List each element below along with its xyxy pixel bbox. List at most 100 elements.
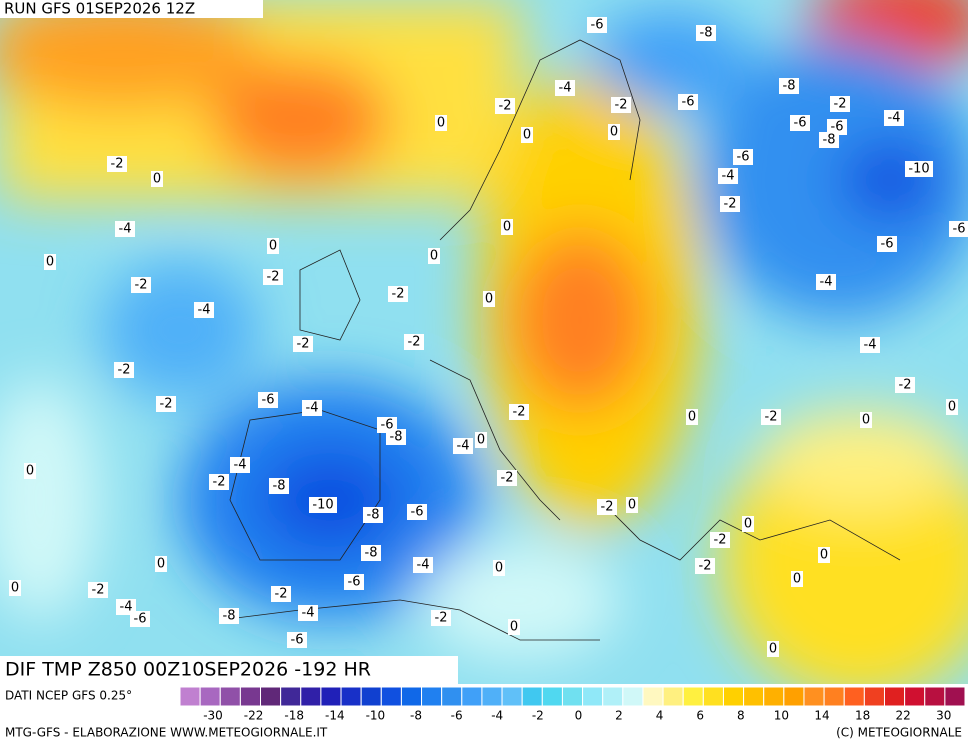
contour-label-box	[608, 124, 620, 140]
contour-label-box	[767, 641, 779, 657]
contour-label-box	[860, 337, 880, 353]
contour-label-box	[302, 400, 322, 416]
contour-label-box	[88, 582, 108, 598]
contour-label-box	[877, 236, 897, 252]
contour-label-box	[475, 432, 487, 448]
colorbar-swatch	[622, 686, 644, 707]
colorbar-swatch	[682, 686, 704, 707]
contour-label: -2	[92, 583, 105, 598]
colorbar-label: 10	[774, 709, 789, 723]
contour-label: -2	[118, 363, 131, 378]
colorbar-swatch	[219, 686, 241, 707]
contour-label: 0	[503, 220, 511, 235]
colorbar-swatch	[662, 686, 684, 707]
contour-label: -2	[408, 335, 421, 350]
contour-label: 0	[862, 413, 870, 428]
contour-label: 0	[430, 249, 438, 264]
colorbar-swatch	[300, 686, 322, 707]
contour-label: -4	[864, 338, 877, 353]
colorbar-swatch	[541, 686, 563, 707]
contour-label: -2	[213, 475, 226, 490]
colorbar-label: -10	[366, 709, 386, 723]
run-box	[0, 0, 263, 18]
contour-label-box	[733, 149, 753, 165]
colorbar-swatch	[904, 686, 926, 707]
contour-label: -8	[367, 508, 380, 523]
contour-label: 0	[688, 410, 696, 425]
contour-label-box	[860, 412, 872, 428]
contour-label: -8	[390, 430, 403, 445]
colorbar-swatch	[280, 686, 302, 707]
colorbar-swatch	[380, 686, 402, 707]
colorbar-swatch	[239, 686, 262, 707]
colorbar-swatch	[521, 686, 543, 707]
contour-label-box	[263, 269, 283, 285]
contour-label: 0	[46, 255, 54, 270]
contour-label-box	[695, 558, 715, 574]
contour-label-box	[597, 499, 617, 515]
contour-label-box	[521, 127, 533, 143]
colorbar-label: 30	[936, 709, 951, 723]
colorbar-label: 2	[615, 709, 623, 723]
contour-label: -2	[699, 559, 712, 574]
contour-label-box	[386, 429, 406, 445]
colorbar-label: 8	[737, 709, 745, 723]
colorbar-swatch	[340, 686, 362, 707]
contour-label-box	[830, 96, 850, 112]
contour-label: -2	[724, 197, 737, 212]
contour-label-box	[678, 94, 698, 110]
contour-label-box	[509, 404, 529, 420]
colorbar-swatch	[883, 686, 906, 707]
contour-label: -10	[312, 498, 333, 513]
colorbar-swatch	[260, 686, 282, 707]
contour-label: -4	[120, 600, 133, 615]
contour-label: 0	[485, 292, 493, 307]
contour-label-box	[131, 277, 151, 293]
footer-left: MTG-GFS - ELABORAZIONE WWW.METEOGIORNALE…	[5, 726, 328, 740]
contour-label-box	[895, 377, 915, 393]
contour-label: -8	[783, 79, 796, 94]
colorbar-swatch	[360, 686, 382, 707]
contour-label: 0	[510, 620, 518, 635]
contour-label: 0	[610, 125, 618, 140]
contour-label-box	[298, 605, 318, 621]
colorbar-swatch	[481, 686, 503, 707]
contour-label: -2	[275, 587, 288, 602]
contour-label: 0	[793, 572, 801, 587]
colorbar-label: -30	[203, 709, 223, 723]
contour-label-box	[155, 556, 167, 572]
colorbar-swatch	[702, 686, 724, 707]
contour-label: 0	[153, 172, 161, 187]
contour-label: 0	[11, 581, 19, 596]
colorbar-source: DATI NCEP GFS 0.25°	[5, 689, 132, 703]
contour-label-box	[779, 78, 799, 94]
colorbar-label: -22	[244, 709, 264, 723]
contour-label: -4	[234, 458, 247, 473]
contour-label: -4	[888, 111, 901, 126]
contour-label-box	[435, 115, 447, 131]
contour-label-box	[258, 392, 278, 408]
colorbar-label: 18	[855, 709, 870, 723]
contour-label: 0	[769, 642, 777, 657]
contour-label: -2	[135, 278, 148, 293]
contour-label-box	[720, 196, 740, 212]
contour-label: -4	[198, 303, 211, 318]
contour-label-box	[696, 25, 716, 41]
colorbar-swatch	[400, 686, 423, 707]
contour-label-box	[130, 611, 150, 627]
colorbar-label: -8	[410, 709, 422, 723]
contour-label: -2	[765, 410, 778, 425]
contour-label: -6	[291, 633, 304, 648]
contour-label: -2	[615, 98, 628, 113]
contour-label: -2	[111, 157, 124, 172]
contour-labels: -6-8-4-2 -2 -6-8-200 0-6 -6-8-4-20-6-4 -10-2-…	[9, 17, 968, 657]
colorbar-swatch	[763, 686, 785, 707]
contour-label: -6	[737, 150, 750, 165]
colorbar-swatch	[602, 686, 624, 707]
contour-label: -2	[392, 287, 405, 302]
colorbar-swatch	[441, 686, 463, 707]
contour-label: 0	[437, 116, 445, 131]
colorbar: -30 -22 -18 -14 -10 -8 -6 -4 -2 0 2 4 6 8 10 14 18 22 30	[179, 686, 966, 723]
contour-label: 0	[948, 400, 956, 415]
contour-label-box	[431, 610, 451, 626]
